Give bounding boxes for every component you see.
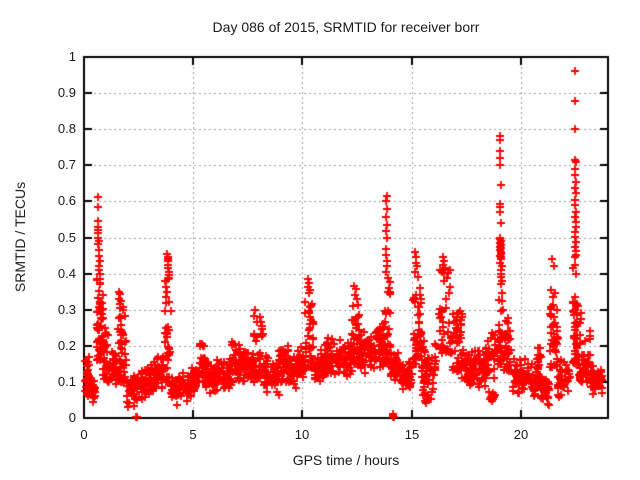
- x-tick-label: 20: [513, 427, 529, 442]
- x-tick-label: 15: [404, 427, 420, 442]
- y-tick-label: 0.6: [57, 193, 76, 208]
- y-tick-label: 0.1: [57, 374, 76, 389]
- y-tick-label: 0.9: [57, 85, 76, 100]
- y-tick-label: 0: [68, 410, 76, 425]
- y-tick-label: 0.2: [57, 338, 76, 353]
- x-tick-label: 0: [80, 427, 88, 442]
- y-axis-label: SRMTID / TECUs: [12, 181, 28, 293]
- y-tick-label: 0.4: [57, 266, 76, 281]
- x-axis-label: GPS time / hours: [292, 452, 400, 468]
- x-tick-label: 5: [189, 427, 197, 442]
- y-tick-label: 0.8: [57, 121, 76, 136]
- y-tick-label: 1: [68, 49, 76, 64]
- x-tick-label: 10: [294, 427, 310, 442]
- y-tick-label: 0.3: [57, 302, 76, 317]
- y-tick-label: 0.5: [57, 230, 76, 245]
- chart-title: Day 086 of 2015, SRMTID for receiver bor…: [212, 19, 480, 35]
- y-tick-label: 0.7: [57, 157, 76, 172]
